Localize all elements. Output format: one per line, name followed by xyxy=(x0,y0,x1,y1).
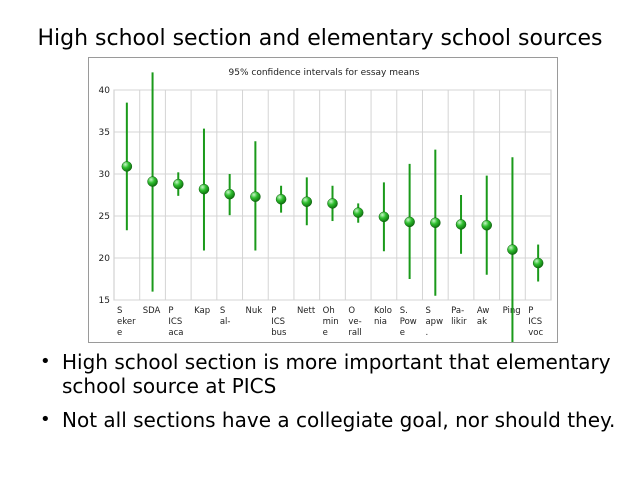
x-tick-label-line: likir xyxy=(451,317,467,327)
x-tick-label: Kolo nia xyxy=(374,306,392,327)
x-tick-label-line: ICS xyxy=(271,317,285,327)
x-tick-label-line: Kolo xyxy=(374,306,392,316)
mean-marker xyxy=(327,198,338,209)
mean-marker xyxy=(352,207,364,218)
x-tick-label-line: Nett xyxy=(297,306,316,316)
x-tick-label-line: min xyxy=(323,317,339,327)
x-tick-label: P ICS voc xyxy=(528,306,543,338)
y-tick-label: 25 xyxy=(99,212,110,222)
mean-marker xyxy=(507,244,518,255)
x-tick-label-line: rall xyxy=(348,328,361,338)
x-tick-label-line: Aw xyxy=(477,306,489,316)
x-tick-label: Kap xyxy=(194,306,210,316)
mean-marker xyxy=(147,176,158,187)
x-tick-label-line: Pow xyxy=(400,317,417,327)
x-tick-label-line: aca xyxy=(168,328,183,338)
x-tick-label-line: P xyxy=(168,306,173,316)
mean-marker xyxy=(198,183,210,195)
x-tick-label-line: e xyxy=(323,328,328,338)
x-tick-label: Nett xyxy=(297,306,316,316)
mean-marker xyxy=(404,216,415,228)
x-tick-label-line: S. xyxy=(400,306,408,316)
bullet-item: • High school section is more important t… xyxy=(40,350,611,398)
x-tick-label: P ICS bus xyxy=(271,306,287,338)
mean-markers xyxy=(121,161,544,269)
x-tick-label-line: ICS xyxy=(528,317,542,327)
y-tick-label: 20 xyxy=(99,254,111,264)
x-tick-label: SDA xyxy=(143,306,161,316)
y-tick-labels: 15 20 25 30 35 40 xyxy=(99,86,111,306)
x-tick-label-line: ve- xyxy=(348,317,361,327)
x-tick-label-line: . xyxy=(425,328,428,338)
chart-title: 95% confidence intervals for essay means xyxy=(229,68,420,78)
y-tick-label: 15 xyxy=(99,296,110,306)
mean-marker xyxy=(455,219,467,230)
x-tick-label-line: Nuk xyxy=(246,306,263,316)
x-tick-label: Pa-likir xyxy=(451,306,467,327)
mean-marker xyxy=(378,211,390,223)
x-tick-label-line: eker xyxy=(117,317,136,327)
bullet-list: • High school section is more important t… xyxy=(38,350,628,442)
chart-frame: 95% confidence intervals for essay means… xyxy=(88,57,558,343)
x-tick-label-line: apw xyxy=(425,317,443,327)
x-tick-label-line: ICS xyxy=(168,317,182,327)
grid-layer xyxy=(113,89,552,301)
mean-marker xyxy=(173,178,184,190)
x-tick-label-line: P xyxy=(271,306,276,316)
x-tick-label-line: O xyxy=(348,306,355,316)
x-tick-label-line: e xyxy=(117,328,122,338)
x-tick-label-line: ak xyxy=(477,317,487,327)
x-tick-label-line: S xyxy=(425,306,430,316)
bullet-item: • Not all sections have a collegiate goal… xyxy=(40,408,616,432)
x-tick-label-line: e xyxy=(400,328,405,338)
x-tick-label: P ICS aca xyxy=(168,306,183,338)
mean-marker xyxy=(301,196,313,207)
x-tick-label-line: voc xyxy=(528,328,543,338)
confidence-interval-chart: 95% confidence intervals for essay means… xyxy=(99,68,552,342)
y-tick-label: 35 xyxy=(99,128,110,138)
x-tick-label-line: SDA xyxy=(143,306,161,316)
y-tick-label: 40 xyxy=(99,86,111,96)
mean-marker xyxy=(481,219,492,231)
x-tick-label-line: S xyxy=(220,306,225,316)
x-tick-label: Aw ak xyxy=(477,306,489,327)
slide-title: High school section and elementary schoo… xyxy=(37,26,603,51)
x-tick-label-line: Oh xyxy=(323,306,335,316)
x-tick-label: Oh min e xyxy=(323,306,339,338)
x-tick-label-line: S xyxy=(117,306,122,316)
mean-marker xyxy=(121,161,133,172)
y-tick-label: 30 xyxy=(99,170,111,180)
mean-marker xyxy=(275,193,287,205)
bullet-text: High school section is more important th… xyxy=(62,350,611,398)
x-tick-label-line: bus xyxy=(271,328,287,338)
mean-marker xyxy=(250,191,261,202)
x-tick-label-line: al- xyxy=(220,317,231,327)
x-tick-label-line: P xyxy=(528,306,533,316)
bullet-text: Not all sections have a collegiate goal,… xyxy=(62,408,616,432)
mean-marker xyxy=(532,257,544,269)
mean-marker xyxy=(224,188,235,200)
x-tick-label-line: nia xyxy=(374,317,387,327)
mean-marker xyxy=(430,217,441,228)
x-tick-label-line: Pa- xyxy=(451,306,464,316)
x-tick-label: S. Pow e xyxy=(400,306,417,338)
x-tick-label: Nuk xyxy=(246,306,263,316)
x-tick-label-line: Kap xyxy=(194,306,210,316)
